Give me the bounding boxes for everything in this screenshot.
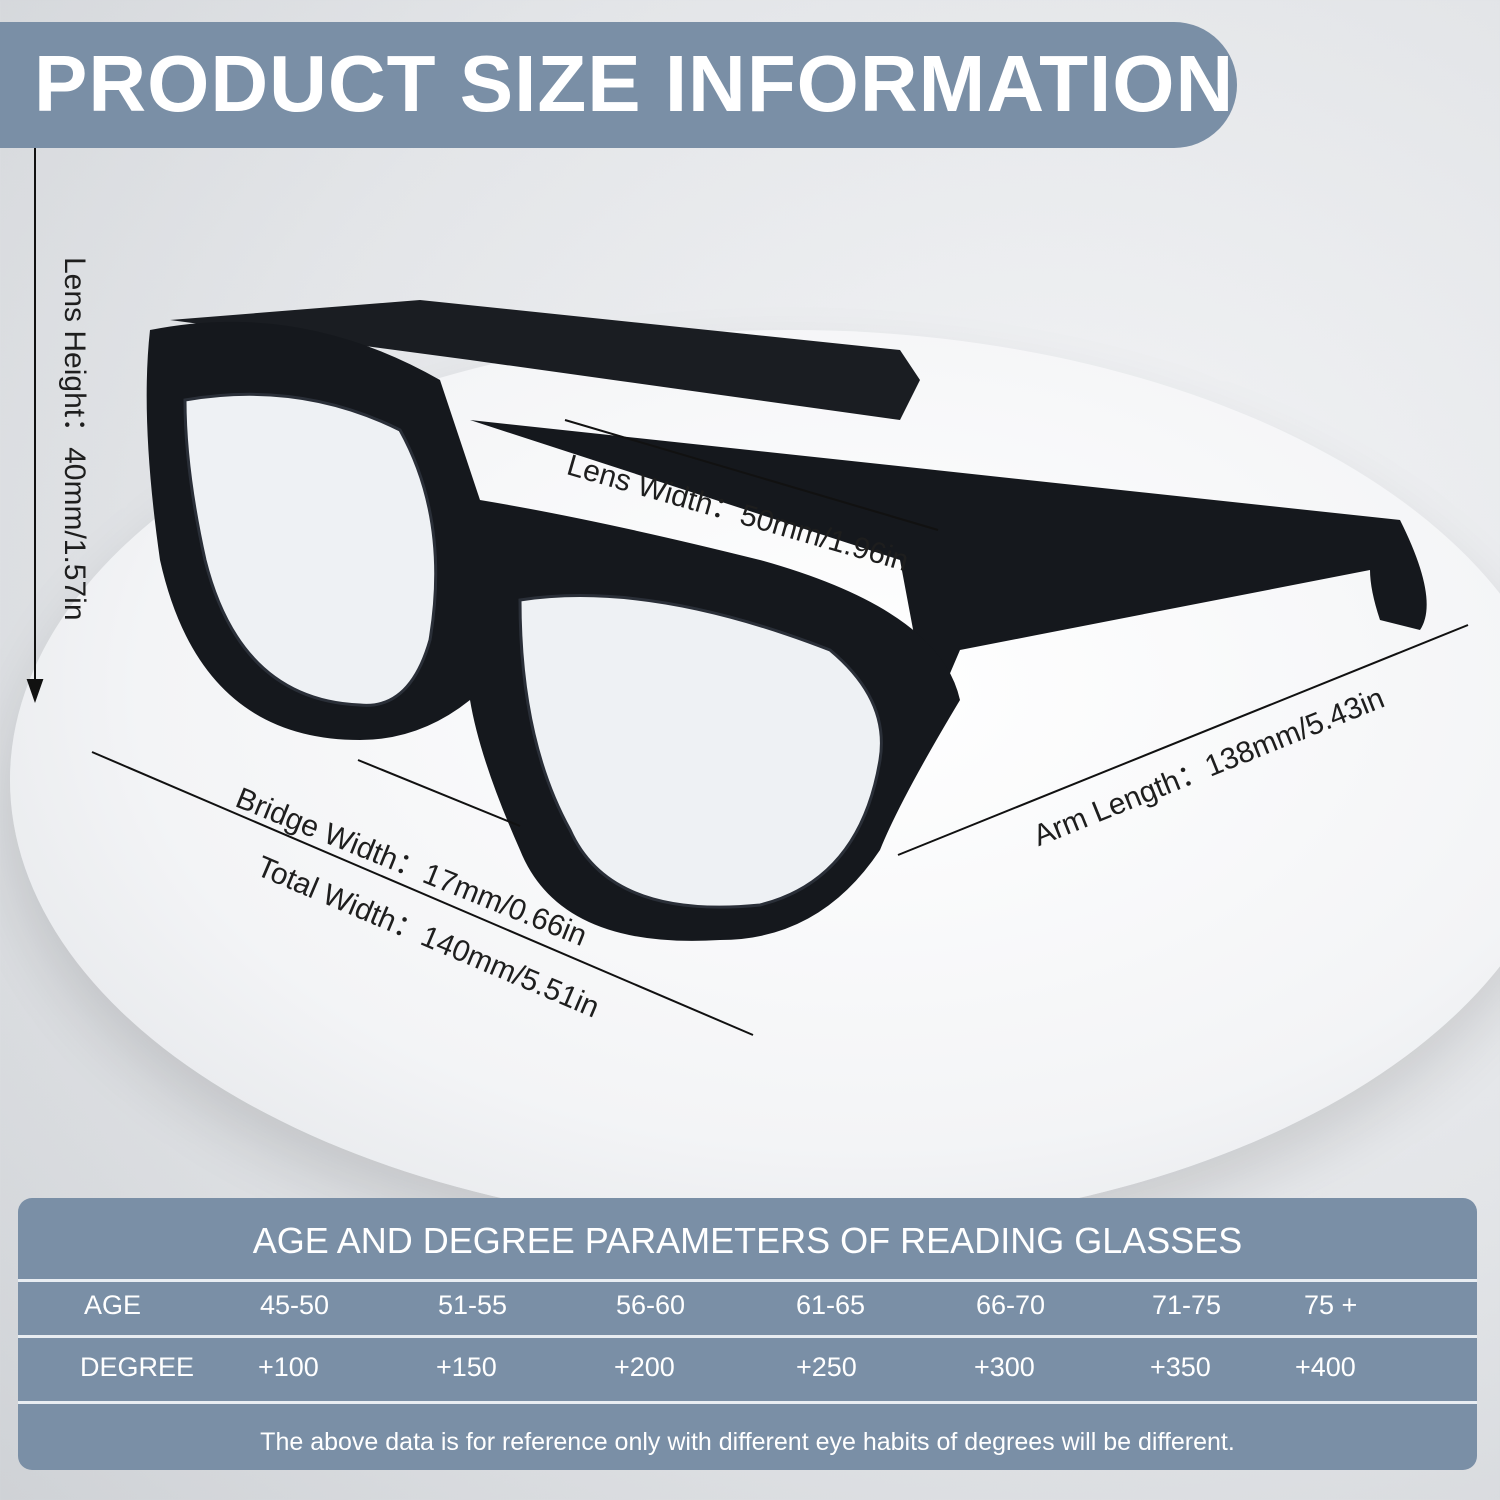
degree-cell: +250 [796,1352,857,1382]
age-cell: 66-70 [976,1290,1046,1320]
age-row: AGE 45-50 51-55 56-60 61-65 66-70 71-75 … [18,1290,1477,1330]
divider [18,1335,1477,1338]
table-title: AGE AND DEGREE PARAMETERS OF READING GLA… [252,1220,1243,1261]
age-degree-table: AGE AND DEGREE PARAMETERS OF READING GLA… [18,1198,1477,1470]
age-cell: 75 + [1304,1290,1358,1320]
age-cell: 45-50 [260,1290,330,1320]
degree-cell: +400 [1295,1352,1356,1382]
age-cell: 56-60 [616,1290,686,1320]
degree-cell: +200 [614,1352,675,1382]
degree-label: DEGREE [80,1352,195,1382]
bridge-width-arrow [357,759,521,827]
page-title: PRODUCT SIZE INFORMATION [34,39,1235,128]
age-cell: 71-75 [1152,1290,1222,1320]
degree-cell: +300 [974,1352,1035,1382]
degree-cell: +350 [1150,1352,1211,1382]
age-cell: 51-55 [438,1290,508,1320]
degree-cell: +150 [436,1352,497,1382]
total-width-arrow [91,751,754,1036]
degree-row: DEGREE +100 +150 +200 +250 +300 +350 +40… [18,1352,1477,1392]
glasses-icon [146,300,1427,941]
table-note: The above data is for reference only wit… [260,1428,1235,1456]
divider [18,1279,1477,1282]
arm-length-arrow [897,624,1469,856]
age-label: AGE [84,1290,142,1320]
age-cell: 61-65 [796,1290,866,1320]
lens-height-label: Lens Height：40mm/1.57in [58,257,91,621]
lens-width-arrow [564,419,939,531]
title-banner: PRODUCT SIZE INFORMATION [0,22,1237,148]
divider [18,1401,1477,1404]
degree-cell: +100 [258,1352,319,1382]
